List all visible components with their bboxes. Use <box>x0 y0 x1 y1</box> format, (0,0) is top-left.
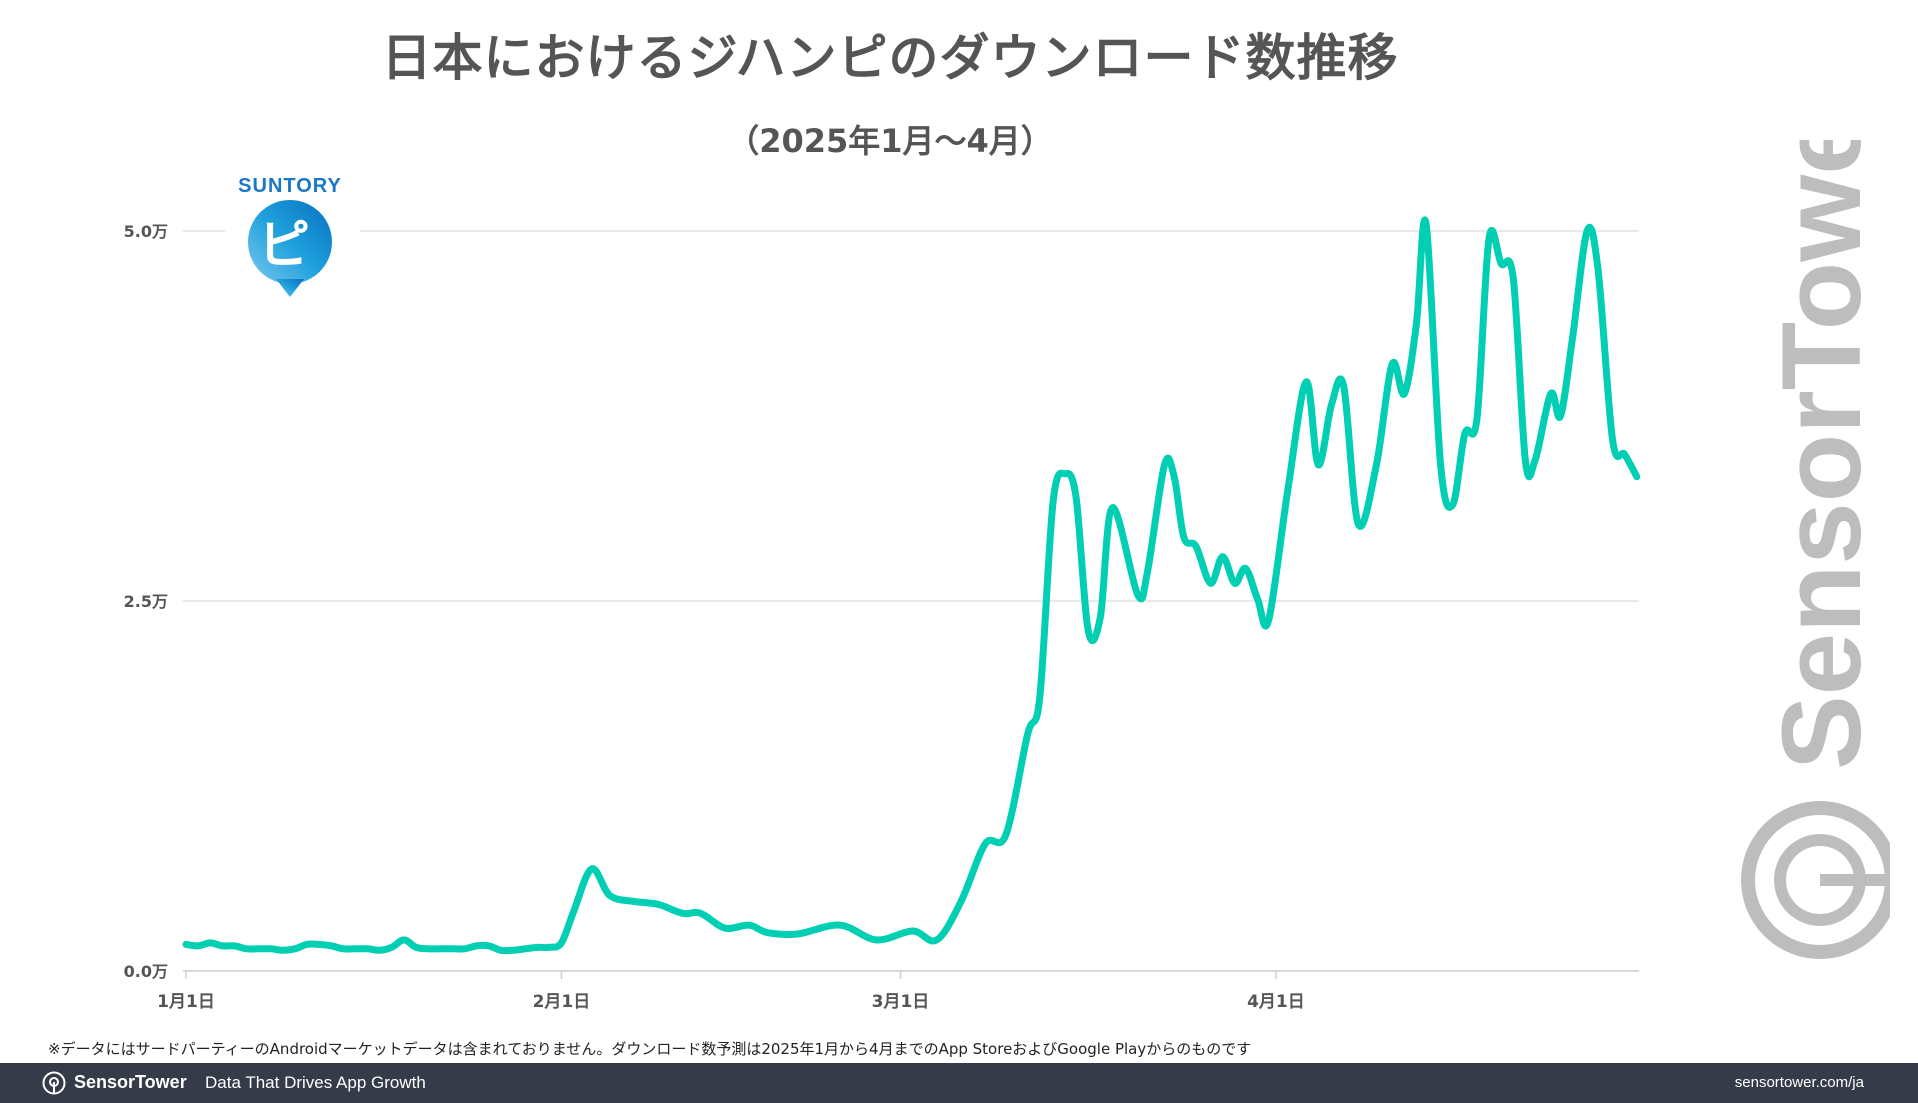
y-tick-label: 2.5万 <box>124 592 168 611</box>
logo-brand-text: SUNTORY <box>238 175 342 197</box>
footer-bar: SensorTower Data That Drives App Growth … <box>0 1063 1918 1103</box>
chart-title: 日本におけるジハンピのダウンロード数推移 <box>381 29 1399 87</box>
x-tick-label: 3月1日 <box>872 992 930 1012</box>
suntory-logo: SUNTORY ピ <box>230 175 350 300</box>
x-tick-label: 1月1日 <box>157 992 215 1012</box>
line-chart: 0.0万 2.5万 5.0万 1月1日 2月1日 3月1日 4月1日 <box>124 216 1641 1012</box>
y-tick-label: 0.0万 <box>124 962 168 981</box>
sensortower-logo-icon <box>1741 801 1890 959</box>
chart-subtitle: （2025年1月〜4月） <box>727 122 1053 160</box>
x-tick-label: 4月1日 <box>1247 992 1305 1012</box>
footer-tagline: Data That Drives App Growth <box>205 1073 426 1092</box>
logo-glyph: ピ <box>258 216 310 276</box>
x-tick-label: 2月1日 <box>533 992 591 1012</box>
footer-url[interactable]: sensortower.com/ja <box>1734 1074 1864 1091</box>
pi-icon: ピ <box>248 200 332 297</box>
y-tick-label: 5.0万 <box>124 222 168 241</box>
footer-brand: SensorTower <box>74 1072 187 1092</box>
watermark-text: SensorTower <box>1759 140 1884 770</box>
sensortower-watermark: SensorTower <box>1741 140 1890 959</box>
sensortower-icon <box>42 1071 66 1095</box>
data-note: ※データにはサードパーティーのAndroidマーケットデータは含まれておりません… <box>48 1040 1252 1058</box>
series-line <box>182 216 1641 955</box>
